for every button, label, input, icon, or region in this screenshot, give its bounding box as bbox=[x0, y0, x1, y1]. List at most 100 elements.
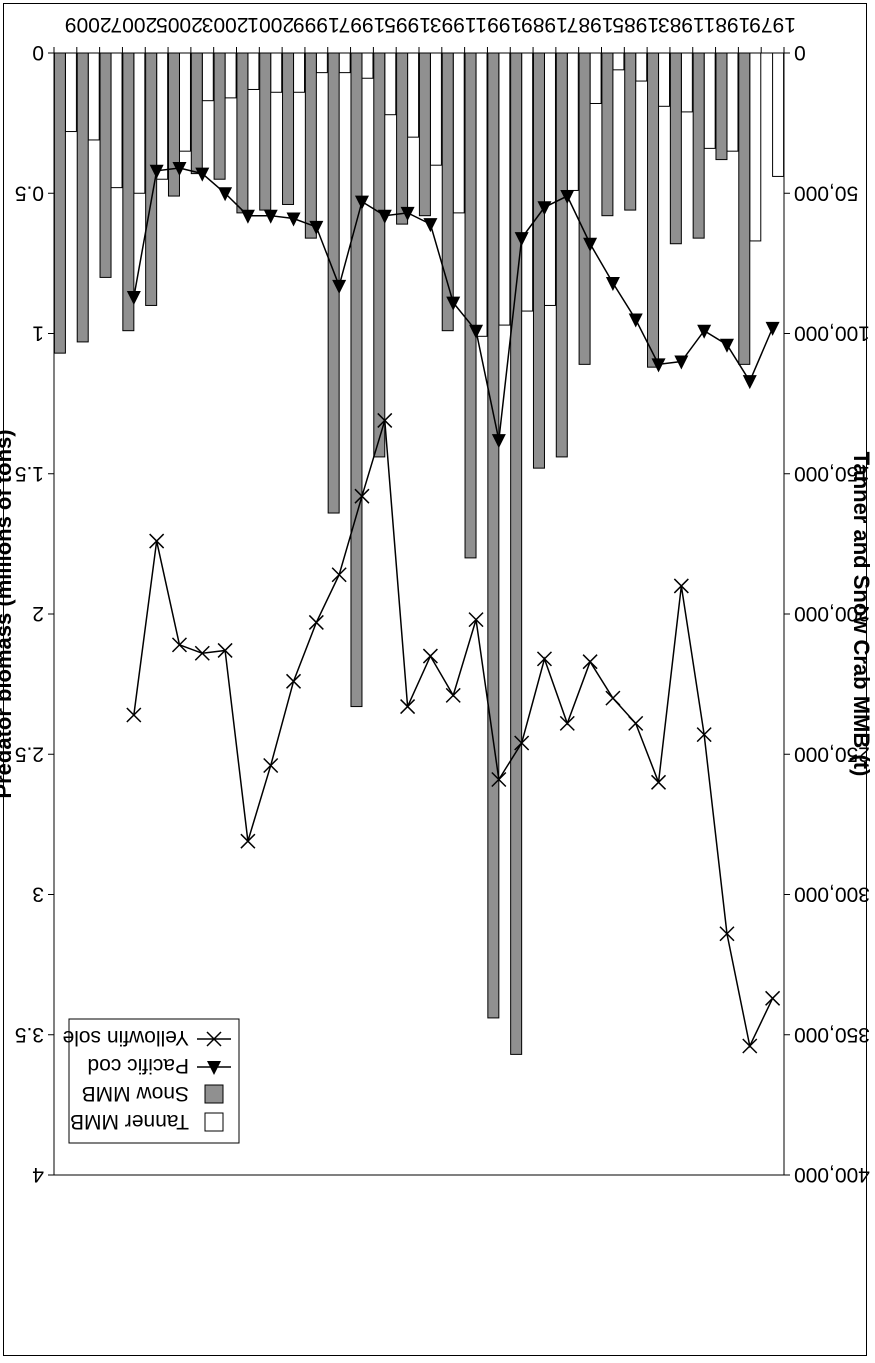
yellowfin-sole-marker-1981 bbox=[719, 926, 735, 942]
yellowfin-sole-marker-1999 bbox=[308, 614, 324, 630]
pacific-cod-marker-2006 bbox=[149, 164, 164, 179]
snow-bar-1991 bbox=[487, 52, 500, 1019]
y2-tick-label: 3.5 bbox=[15, 1023, 44, 1046]
pacific-cod-marker-2007 bbox=[126, 291, 141, 306]
snow-bar-1997 bbox=[350, 52, 363, 708]
yellowfin-sole-marker-2003 bbox=[217, 642, 233, 658]
pacific-cod-marker-1985 bbox=[628, 313, 643, 328]
x-tick-label: 2003 bbox=[202, 13, 249, 36]
axes: 1979198119831985198719891991199319951997… bbox=[0, 13, 874, 1186]
yellowfin-sole-marker-1983 bbox=[673, 578, 689, 594]
x-tick-label: 1997 bbox=[339, 13, 386, 36]
x-tick-label: 1987 bbox=[567, 13, 614, 36]
legend-label: Pacific cod bbox=[87, 1054, 189, 1077]
tanner-bar-2010 bbox=[64, 52, 77, 133]
y-tick-label: 0 bbox=[794, 41, 806, 64]
legend-label: Snow MMB bbox=[82, 1082, 189, 1105]
tanner-bar-2007 bbox=[133, 52, 146, 194]
yellowfin-sole-marker-1989 bbox=[536, 651, 552, 667]
pacific-cod-marker-1992 bbox=[469, 324, 484, 339]
y2-tick-label: 3 bbox=[32, 883, 44, 906]
tanner-bar-2008 bbox=[110, 52, 123, 189]
snow-bar-1988 bbox=[555, 52, 568, 458]
snow-bar-1984 bbox=[647, 52, 660, 368]
y-tick-label: 400,000 bbox=[794, 1163, 870, 1186]
tanner-bar-2009 bbox=[87, 52, 100, 141]
pacific-cod-marker-1991 bbox=[491, 434, 506, 449]
legend-swatch-snow bbox=[204, 1084, 224, 1104]
snow-bar-2003 bbox=[213, 52, 226, 180]
x-tick-label: 1995 bbox=[384, 13, 431, 36]
yellowfin-sole-marker-1996 bbox=[377, 412, 393, 428]
snow-bar-1980 bbox=[738, 52, 751, 365]
x-tick-label: 1979 bbox=[749, 13, 796, 36]
pacific-cod-marker-2001 bbox=[263, 209, 278, 224]
y2-tick-label: 2.5 bbox=[15, 742, 44, 765]
line-series bbox=[126, 162, 781, 1054]
plot-border bbox=[53, 52, 785, 1176]
yellowfin-sole-marker-2002 bbox=[240, 833, 256, 849]
tanner-bar-1995 bbox=[407, 52, 420, 138]
tanner-bar-2003 bbox=[224, 52, 237, 99]
pacific-cod-marker-2004 bbox=[195, 167, 210, 182]
x-tick-label: 1999 bbox=[293, 13, 340, 36]
snow-bar-2010 bbox=[53, 52, 66, 354]
snow-bar-1992 bbox=[464, 52, 477, 559]
snow-bar-2008 bbox=[99, 52, 112, 278]
y-tick-label: 200,000 bbox=[794, 602, 870, 625]
snow-bar-2000 bbox=[282, 52, 295, 205]
y-tick-label: 350,000 bbox=[794, 1023, 870, 1046]
pacific-cod-marker-1982 bbox=[697, 324, 712, 339]
yellowfin-sole-marker-2001 bbox=[263, 757, 279, 774]
legend: Tanner MMB Snow MMB Pacific cod Yellowfin s… bbox=[63, 1018, 240, 1144]
pacific-cod-marker-1997 bbox=[354, 195, 369, 210]
yellowfin-sole-marker-1995 bbox=[400, 699, 416, 715]
snow-bar-1982 bbox=[692, 52, 705, 239]
yellowfin-sole-marker-1988 bbox=[559, 715, 575, 731]
snow-bar-2002 bbox=[236, 52, 249, 214]
x-tick-label: 2007 bbox=[110, 13, 157, 36]
y2-tick-label: 1 bbox=[32, 322, 44, 345]
yellowfin-sole-marker-2007 bbox=[126, 707, 142, 723]
y2-axis-title: Predator biomass (millions of tons) bbox=[0, 429, 16, 798]
pacific-cod-marker-1999 bbox=[309, 220, 324, 235]
pacific-cod-marker-1994 bbox=[423, 218, 438, 233]
legend-marker-sole bbox=[206, 1031, 222, 1047]
y2-tick-label: 0.5 bbox=[15, 181, 44, 204]
snow-bar-1989 bbox=[532, 52, 545, 469]
y-tick-label: 300,000 bbox=[794, 883, 870, 906]
pacific-cod-marker-2005 bbox=[172, 162, 187, 177]
tanner-bar-1994 bbox=[429, 52, 442, 166]
yellowfin-sole-marker-2000 bbox=[286, 673, 302, 689]
pacific-cod-marker-1990 bbox=[514, 232, 529, 247]
pacific-cod-marker-1989 bbox=[537, 201, 552, 216]
snow-bar-1985 bbox=[624, 52, 637, 211]
tanner-bar-1997 bbox=[361, 52, 374, 79]
pacific-cod-marker-1988 bbox=[560, 190, 575, 205]
tanner-bar-1992 bbox=[475, 52, 488, 337]
pacific-cod-marker-2000 bbox=[286, 212, 301, 227]
pacific-cod-marker-1980 bbox=[742, 375, 757, 390]
snow-bar-1981 bbox=[715, 52, 728, 161]
snow-bar-2009 bbox=[76, 52, 89, 343]
snow-bar-1995 bbox=[396, 52, 409, 225]
yellowfin-sole-marker-1985 bbox=[628, 715, 644, 731]
tanner-bar-1983 bbox=[680, 52, 693, 113]
tanner-bar-2002 bbox=[247, 52, 260, 90]
tanner-bar-1987 bbox=[589, 52, 602, 104]
snow-bar-1996 bbox=[373, 52, 386, 458]
yellowfin-sole-marker-2006 bbox=[149, 533, 165, 549]
x-tick-label: 1985 bbox=[612, 13, 659, 36]
legend-label: Yellowfin sole bbox=[63, 1026, 189, 1049]
pacific-cod-marker-1995 bbox=[400, 206, 415, 221]
x-tick-label: 2009 bbox=[65, 13, 112, 36]
x-tick-label: 2005 bbox=[156, 13, 203, 36]
tanner-bar-2001 bbox=[270, 52, 283, 93]
tanner-bar-1979 bbox=[772, 52, 785, 177]
yellowfin-sole-marker-1979 bbox=[765, 990, 781, 1006]
tanner-bar-1989 bbox=[543, 52, 556, 306]
snow-bar-2005 bbox=[167, 52, 180, 197]
tanner-bar-2005 bbox=[178, 52, 191, 152]
pacific-cod-marker-1996 bbox=[377, 209, 392, 224]
